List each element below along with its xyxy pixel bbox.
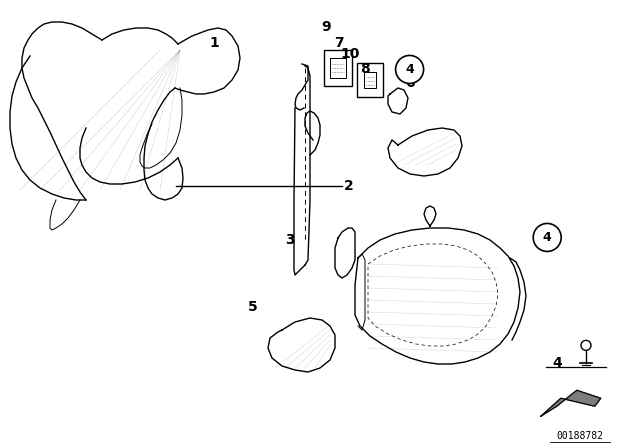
- Text: 00188782: 00188782: [557, 431, 604, 441]
- Circle shape: [396, 56, 424, 83]
- Text: 3: 3: [285, 233, 294, 247]
- Text: 2: 2: [344, 179, 354, 193]
- Text: 10: 10: [340, 47, 360, 61]
- Text: 4: 4: [552, 356, 562, 370]
- Text: 6: 6: [404, 76, 415, 90]
- Text: 9: 9: [321, 20, 332, 34]
- Circle shape: [533, 224, 561, 251]
- Polygon shape: [541, 390, 601, 416]
- Text: 1: 1: [209, 35, 220, 50]
- Text: 5: 5: [248, 300, 258, 314]
- Text: 4: 4: [543, 231, 552, 244]
- Text: 4: 4: [405, 63, 414, 76]
- Text: 8: 8: [360, 62, 370, 77]
- Text: 7: 7: [334, 35, 344, 50]
